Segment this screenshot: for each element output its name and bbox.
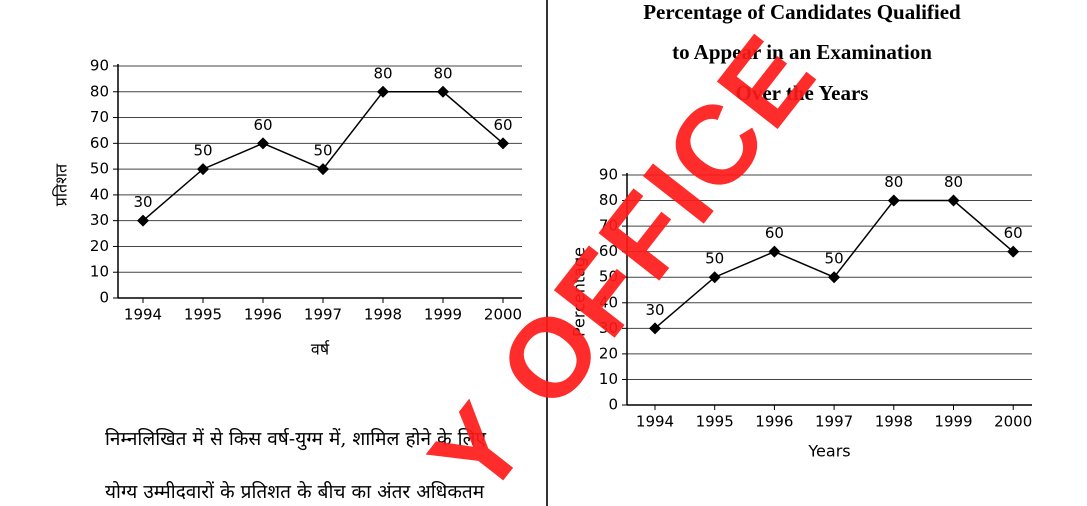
data-label: 30 — [133, 193, 152, 211]
marker — [768, 245, 781, 258]
y-tick-label: 50 — [90, 160, 109, 178]
marker — [497, 137, 509, 150]
y-axis-label: Percentage — [570, 247, 589, 337]
y-tick-label: 20 — [90, 237, 109, 255]
chart-title: Over the Years — [736, 81, 869, 105]
y-tick-label: 70 — [90, 108, 109, 126]
data-label: 50 — [825, 250, 844, 268]
x-axis-label: वर्ष — [311, 340, 330, 359]
chart-title: to Appear in an Examination — [672, 40, 932, 64]
x-tick-label: 1998 — [364, 306, 402, 324]
x-tick-label: 1998 — [875, 413, 913, 431]
y-tick-label: 30 — [90, 211, 109, 229]
marker — [887, 194, 900, 207]
y-tick-label: 0 — [99, 289, 109, 307]
x-tick-label: 1996 — [755, 413, 793, 431]
paragraph-line: निम्नलिखित में से किस वर्ष-युग्म में, शा… — [105, 427, 486, 451]
data-label: 50 — [193, 142, 212, 160]
x-tick-label: 1996 — [244, 306, 282, 324]
marker — [828, 271, 841, 284]
x-tick-label: 1997 — [304, 306, 342, 324]
data-label: 50 — [313, 142, 332, 160]
x-tick-label: 1999 — [934, 413, 972, 431]
marker — [1007, 245, 1020, 258]
x-axis-label: Years — [807, 442, 850, 461]
x-tick-label: 1999 — [424, 306, 462, 324]
y-tick-label: 70 — [599, 217, 618, 235]
data-label: 80 — [433, 64, 452, 82]
x-tick-label: 1994 — [636, 413, 674, 431]
marker — [947, 194, 960, 207]
data-label: 60 — [1004, 224, 1023, 242]
y-tick-label: 20 — [599, 344, 618, 362]
data-label: 80 — [884, 173, 903, 191]
y-axis-label: प्रतिशत — [52, 163, 71, 206]
marker — [317, 163, 329, 176]
x-tick-label: 1994 — [124, 306, 162, 324]
y-tick-label: 0 — [608, 396, 618, 414]
y-tick-label: 80 — [599, 191, 618, 209]
y-tick-label: 30 — [599, 319, 618, 337]
x-tick-label: 1995 — [696, 413, 734, 431]
x-tick-label: 1995 — [184, 306, 222, 324]
y-tick-label: 50 — [599, 268, 618, 286]
marker — [708, 271, 721, 284]
y-tick-label: 40 — [599, 293, 618, 311]
y-tick-label: 40 — [90, 185, 109, 203]
marker — [437, 85, 449, 98]
y-tick-label: 10 — [90, 263, 109, 281]
data-label: 80 — [373, 64, 392, 82]
x-tick-label: 2000 — [994, 413, 1032, 431]
marker — [257, 137, 269, 150]
marker — [649, 322, 661, 335]
y-tick-label: 90 — [90, 57, 109, 75]
y-tick-label: 90 — [599, 166, 618, 184]
y-tick-label: 60 — [599, 242, 618, 260]
data-label: 50 — [705, 250, 724, 268]
data-label: 80 — [944, 173, 963, 191]
data-label: 60 — [765, 224, 784, 242]
paragraph-line: योग्य उम्मीदवारों के प्रतिशत के बीच का अ… — [105, 480, 485, 503]
data-label: 30 — [645, 301, 664, 319]
watermark: Y OFFICE — [406, 11, 841, 506]
data-label: 60 — [493, 116, 512, 134]
y-tick-label: 10 — [599, 370, 618, 388]
marker — [377, 85, 389, 98]
marker — [197, 163, 209, 176]
data-label: 60 — [253, 116, 272, 134]
marker — [137, 214, 149, 227]
chart-title: Percentage of Candidates Qualified — [643, 0, 961, 24]
y-tick-label: 80 — [90, 82, 109, 100]
x-tick-label: 1997 — [815, 413, 853, 431]
x-tick-label: 2000 — [484, 306, 522, 324]
y-tick-label: 60 — [90, 134, 109, 152]
